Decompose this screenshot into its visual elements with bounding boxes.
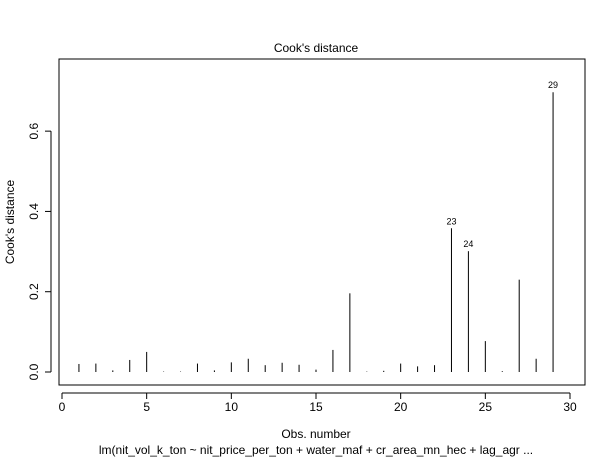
chart-title: Cook's distance — [274, 41, 359, 55]
point-annotations: 23 24 29 — [446, 80, 558, 249]
x-tick-label: 20 — [394, 400, 408, 414]
y-tick-label: 0.2 — [27, 283, 41, 300]
x-tick-label: 30 — [563, 400, 577, 414]
bar-series — [78, 92, 554, 372]
x-tick-label: 25 — [479, 400, 493, 414]
y-tick-label: 0.4 — [27, 203, 41, 220]
y-tick-label: 0.0 — [27, 363, 41, 380]
x-tick-label: 0 — [59, 400, 66, 414]
chart-subtitle: lm(nit_vol_k_ton ~ nit_price_per_ton + w… — [99, 443, 533, 457]
x-tick-label: 15 — [309, 400, 323, 414]
y-axis-label: Cook's distance — [3, 180, 17, 265]
annotation-obs-29: 29 — [548, 80, 558, 90]
annotation-obs-23: 23 — [446, 216, 456, 226]
x-tick-label: 5 — [143, 400, 150, 414]
y-tick-label: 0.6 — [27, 122, 41, 139]
plot-frame — [58, 58, 586, 386]
x-axis-label: Obs. number — [281, 427, 350, 441]
x-axis: 0 5 10 15 20 25 30 — [59, 392, 577, 414]
x-tick-label: 10 — [225, 400, 239, 414]
annotation-obs-24: 24 — [463, 239, 473, 249]
y-axis: 0.0 0.2 0.4 0.6 — [27, 122, 52, 380]
